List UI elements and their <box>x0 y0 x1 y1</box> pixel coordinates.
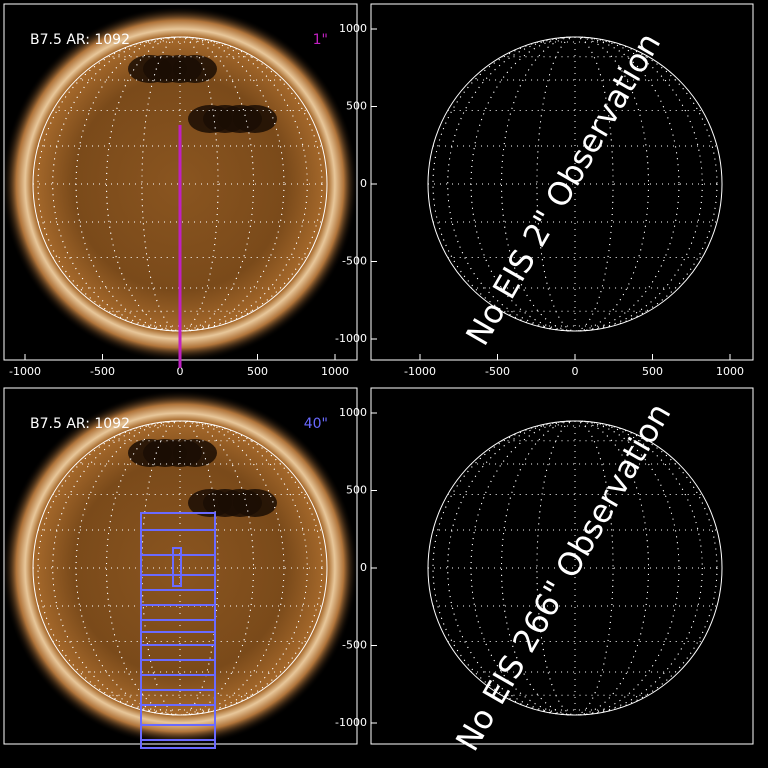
longitude-line <box>432 36 718 332</box>
y-tick-label: 500 <box>346 484 367 497</box>
x-tick-label: 500 <box>642 365 663 378</box>
x-tick-label: -500 <box>485 365 510 378</box>
x-tick-label: 1000 <box>716 365 744 378</box>
x-tick-label: -1000 <box>9 365 41 378</box>
y-tick-label: 1000 <box>339 406 367 419</box>
panel-label: B7.5 AR: 1092 <box>30 32 130 48</box>
raster-outline <box>140 512 216 749</box>
longitude-line <box>52 36 308 332</box>
frame <box>3 387 358 745</box>
x-tick-label: 500 <box>247 365 268 378</box>
coronal-hole <box>233 489 277 517</box>
longitude-line <box>37 36 323 332</box>
y-tick-label: 0 <box>360 561 367 574</box>
frame <box>370 387 754 745</box>
longitude-line <box>447 420 703 716</box>
longitude-line <box>106 36 254 332</box>
y-tick-label: -500 <box>342 255 367 268</box>
frame <box>370 3 754 361</box>
longitude-line <box>432 420 718 716</box>
coronal-hole <box>173 55 217 83</box>
y-tick-label: 1000 <box>339 22 367 35</box>
y-tick-label: 500 <box>346 100 367 113</box>
longitude-line <box>106 420 254 716</box>
raster-detail <box>172 547 182 587</box>
longitude-line <box>37 420 323 716</box>
x-tick-label: -500 <box>90 365 115 378</box>
longitude-line <box>52 420 308 716</box>
panel-label: B7.5 AR: 1092 <box>30 416 130 432</box>
y-tick-label: -1000 <box>335 716 367 729</box>
y-tick-label: -1000 <box>335 332 367 345</box>
longitude-line <box>75 420 285 716</box>
x-tick-label: 0 <box>572 365 579 378</box>
coronal-hole <box>233 105 277 133</box>
resolution-label: 40" <box>304 416 328 432</box>
x-tick-label: 1000 <box>321 365 349 378</box>
longitude-line <box>501 420 649 716</box>
longitude-line <box>447 36 703 332</box>
x-tick-label: 0 <box>177 365 184 378</box>
longitude-line <box>501 36 649 332</box>
longitude-line <box>470 420 680 716</box>
longitude-line <box>470 36 680 332</box>
y-tick-label: -500 <box>342 639 367 652</box>
resolution-label: 1" <box>313 32 328 48</box>
y-tick-label: 0 <box>360 177 367 190</box>
coronal-hole <box>173 439 217 467</box>
x-tick-label: -1000 <box>404 365 436 378</box>
